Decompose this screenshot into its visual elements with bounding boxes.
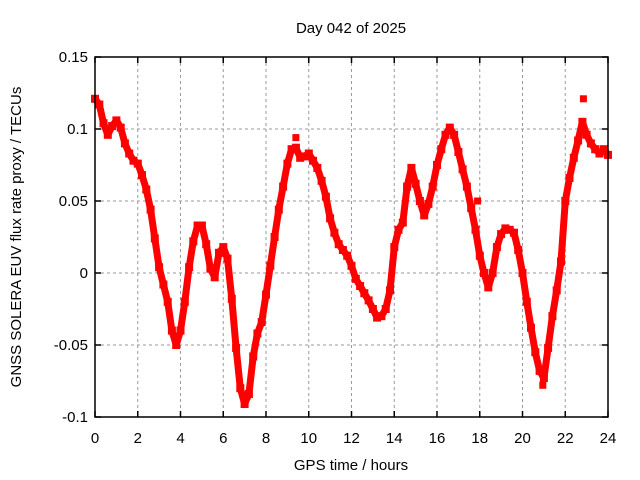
y-tick-label: 0.15 <box>59 49 88 66</box>
y-tick-label: -0.1 <box>62 409 88 426</box>
y-tick-label: -0.05 <box>54 337 88 354</box>
x-tick-label: 16 <box>429 430 446 447</box>
x-tick-label: 24 <box>600 430 617 447</box>
y-tick-label: 0.05 <box>59 193 88 210</box>
x-tick-label: 14 <box>386 430 403 447</box>
x-tick-label: 12 <box>343 430 360 447</box>
y-axis-label: GNSS SOLERA EUV flux rate proxy / TECUs <box>8 87 25 388</box>
x-tick-label: 6 <box>219 430 227 447</box>
x-tick-label: 20 <box>514 430 531 447</box>
y-tick-label: 0 <box>80 265 88 282</box>
x-tick-label: 22 <box>557 430 574 447</box>
chart-title: Day 042 of 2025 <box>296 20 406 37</box>
x-tick-label: 2 <box>134 430 142 447</box>
plot-frame <box>94 56 609 418</box>
x-tick-label: 8 <box>262 430 270 447</box>
x-tick-label: 10 <box>300 430 317 447</box>
x-tick-label: 4 <box>176 430 184 447</box>
gridlines <box>95 57 608 417</box>
x-tick-label: 18 <box>471 430 488 447</box>
x-axis-label: GPS time / hours <box>294 457 408 474</box>
data-trace <box>91 94 612 408</box>
x-tick-label: 0 <box>91 430 99 447</box>
y-tick-label: 0.1 <box>67 121 88 138</box>
